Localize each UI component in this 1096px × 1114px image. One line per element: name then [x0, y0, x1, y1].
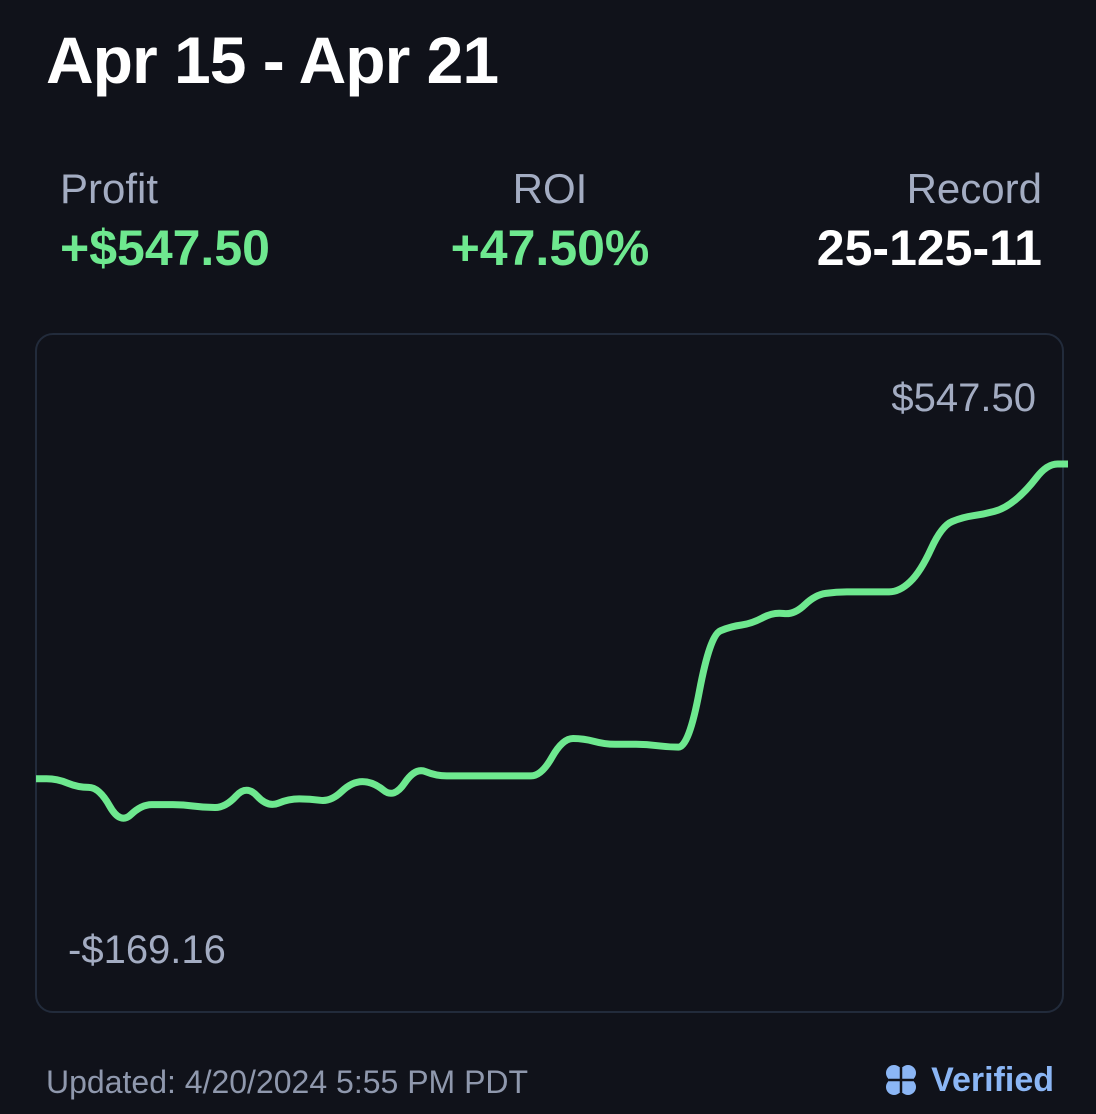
- profit-stat: Profit +$547.50: [60, 166, 270, 278]
- roi-stat: ROI +47.50%: [400, 166, 700, 278]
- clover-icon: [881, 1060, 921, 1100]
- page-title: Apr 15 - Apr 21: [46, 23, 499, 97]
- profit-value: +$547.50: [60, 220, 270, 276]
- updated-timestamp: Updated: 4/20/2024 5:55 PM PDT: [46, 1064, 529, 1100]
- profit-line: [36, 460, 1068, 822]
- record-label: Record: [906, 165, 1042, 212]
- record-value: 25-125-11: [816, 220, 1042, 276]
- chart-min-label: -$169.16: [68, 928, 226, 972]
- record-stat: Record 25-125-11: [817, 166, 1042, 278]
- chart-max-label: $547.50: [891, 376, 1036, 420]
- verified-badge[interactable]: Verified: [881, 1060, 1054, 1100]
- roi-value: +47.50%: [450, 220, 650, 276]
- profit-label: Profit: [60, 165, 159, 212]
- profit-chart-card[interactable]: [35, 333, 1064, 1013]
- verified-label: Verified: [931, 1060, 1054, 1099]
- roi-label: ROI: [512, 165, 588, 212]
